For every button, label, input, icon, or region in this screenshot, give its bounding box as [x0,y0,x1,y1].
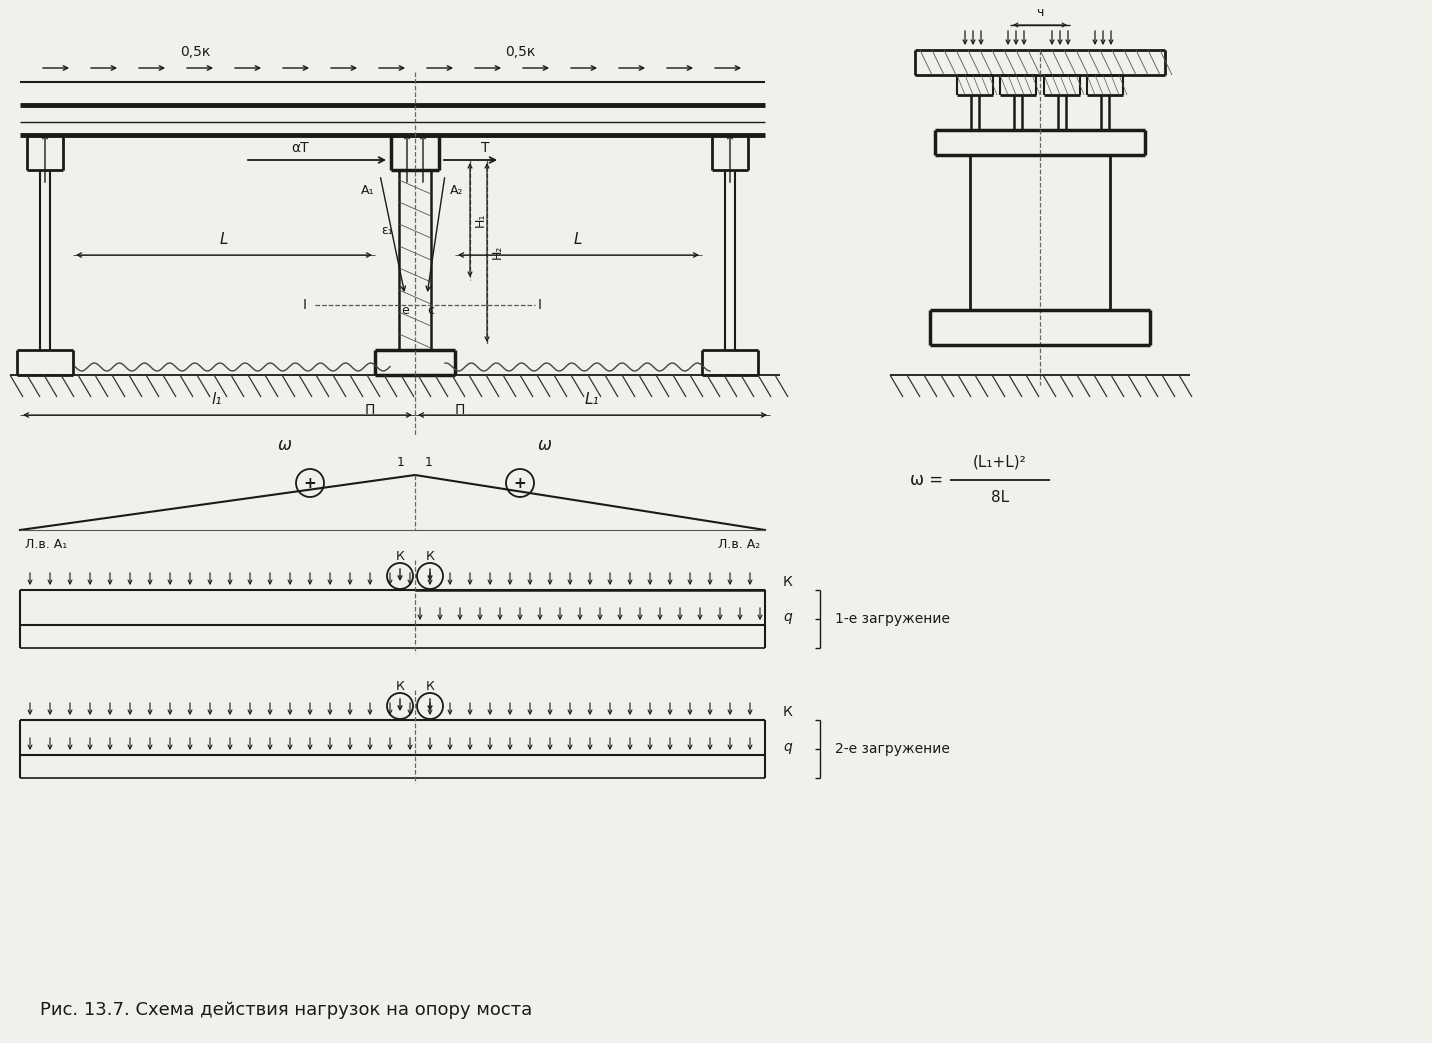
Text: l₁: l₁ [212,392,222,408]
Text: A₂: A₂ [450,184,464,196]
Text: 8L: 8L [991,490,1010,506]
Text: Л.в. A₂: Л.в. A₂ [717,538,760,552]
Text: 1-е загружение: 1-е загружение [835,612,949,626]
Text: I: I [538,298,541,312]
Text: 2-е загружение: 2-е загружение [835,742,949,756]
Text: 0,5к: 0,5к [505,45,536,59]
Text: ω: ω [538,436,551,454]
Text: Рис. 13.7. Схема действия нагрузок на опору моста: Рис. 13.7. Схема действия нагрузок на оп… [40,1001,533,1019]
Text: L: L [574,232,583,246]
Text: ω: ω [278,436,292,454]
Text: К: К [395,551,404,563]
Text: К: К [783,705,793,719]
Text: c: c [428,304,434,316]
Text: 0,5к: 0,5к [180,45,211,59]
Text: 1: 1 [397,457,405,469]
Text: H₂: H₂ [491,245,504,260]
Text: +: + [304,476,316,490]
Text: К: К [783,575,793,589]
Text: H₁: H₁ [474,213,487,227]
Text: К: К [425,551,434,563]
Text: Л.в. A₁: Л.в. A₁ [24,538,67,552]
Text: К: К [395,680,404,694]
Text: T: T [481,141,490,155]
Text: П: П [365,403,375,417]
Text: A₁: A₁ [361,184,375,196]
Text: αT: αT [291,141,309,155]
Text: L: L [219,232,228,246]
Text: К: К [425,680,434,694]
Text: П: П [455,403,465,417]
Text: ω =: ω = [909,471,944,489]
Text: e: e [401,304,410,316]
Text: (L₁+L)²: (L₁+L)² [974,455,1027,469]
Text: I: I [304,298,306,312]
Text: ε₁: ε₁ [381,223,392,237]
Text: q: q [783,739,792,754]
Text: ч: ч [1037,6,1044,20]
Text: L₁: L₁ [584,392,600,408]
Text: +: + [514,476,527,490]
Text: 1: 1 [425,457,432,469]
Text: q: q [783,610,792,624]
